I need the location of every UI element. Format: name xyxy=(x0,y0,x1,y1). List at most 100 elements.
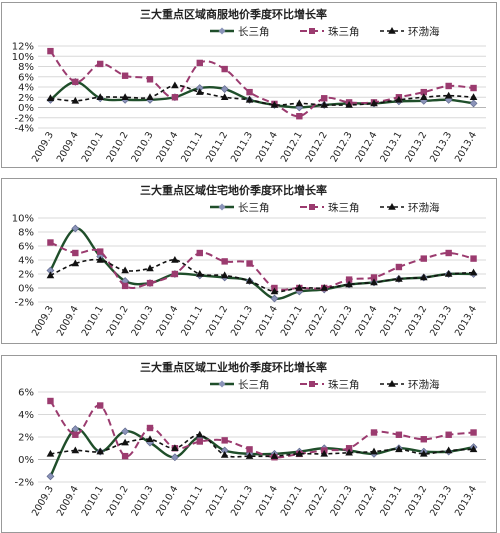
data-point xyxy=(46,449,55,457)
data-point xyxy=(444,446,453,454)
data-point xyxy=(121,427,130,436)
data-point xyxy=(444,270,453,277)
data-point xyxy=(121,438,129,446)
data-point xyxy=(445,82,452,90)
data-point xyxy=(196,59,203,67)
data-point xyxy=(295,284,304,291)
y-tick-label: 8% xyxy=(18,228,34,239)
data-point xyxy=(295,99,304,107)
legend-marker xyxy=(309,381,315,387)
data-point xyxy=(146,93,154,101)
y-tick-label: -2% xyxy=(15,478,34,489)
data-point xyxy=(345,448,353,456)
data-point xyxy=(146,264,154,272)
data-point xyxy=(221,65,228,73)
legend-label: 环渤海 xyxy=(408,378,440,391)
legend-label: 珠三角 xyxy=(328,378,360,391)
data-point xyxy=(345,276,353,283)
y-tick-label: -2% xyxy=(15,113,34,124)
data-point xyxy=(444,91,453,99)
data-point xyxy=(270,287,279,295)
data-point xyxy=(96,256,105,263)
chart-title: 三大重点区域工业地价季度环比增长率 xyxy=(140,360,327,374)
data-point xyxy=(245,452,254,459)
data-point xyxy=(245,277,254,284)
legend-label: 长三角 xyxy=(238,379,270,391)
data-point xyxy=(470,429,477,436)
data-point xyxy=(121,282,129,290)
data-point xyxy=(96,93,105,101)
data-point xyxy=(121,72,129,79)
legend-label: 长三角 xyxy=(238,202,270,214)
chart-2: 三大重点区域住宅地价季度环比增长率-2%0%2%4%6%8%10%2009.32… xyxy=(1,178,497,344)
chart-1: 三大重点区域商服地价季度环比增长率-4%-2%0%2%4%6%8%10%12%2… xyxy=(1,2,497,168)
y-tick-label: 6% xyxy=(18,72,34,83)
data-point xyxy=(47,239,54,246)
y-tick-label: 2% xyxy=(18,433,34,444)
data-point xyxy=(220,271,229,279)
data-point xyxy=(395,95,403,103)
data-point xyxy=(71,96,80,104)
data-point xyxy=(270,294,279,303)
data-point xyxy=(469,93,478,101)
legend-label: 珠三角 xyxy=(328,201,360,214)
data-point xyxy=(72,249,79,257)
data-point xyxy=(469,445,478,453)
data-point xyxy=(370,429,378,436)
data-point xyxy=(146,279,154,287)
data-point xyxy=(395,263,403,271)
legend-marker xyxy=(218,27,226,35)
data-point xyxy=(395,445,403,453)
data-point xyxy=(419,93,428,101)
legend-marker xyxy=(218,380,226,388)
data-point xyxy=(196,438,203,445)
data-point xyxy=(420,436,427,443)
data-point xyxy=(46,271,55,279)
data-point xyxy=(121,93,129,101)
data-point xyxy=(320,449,329,457)
data-point xyxy=(171,94,179,101)
data-point xyxy=(245,95,254,103)
data-point xyxy=(270,452,279,459)
y-tick-label: -2% xyxy=(15,298,34,309)
data-point xyxy=(296,113,303,120)
data-point xyxy=(320,284,329,291)
data-point xyxy=(321,95,328,102)
data-point xyxy=(370,99,378,107)
chart-title: 三大重点区域商服地价季度环比增长率 xyxy=(140,7,327,21)
data-point xyxy=(220,85,229,93)
data-point xyxy=(419,273,428,281)
data-point xyxy=(445,431,452,438)
legend-marker xyxy=(388,203,396,210)
data-point xyxy=(121,452,129,460)
data-point xyxy=(469,99,478,108)
data-point xyxy=(246,446,253,453)
legend-label: 长三角 xyxy=(238,26,270,38)
data-point xyxy=(47,397,54,405)
data-point xyxy=(171,256,179,263)
y-tick-label: 0% xyxy=(18,284,34,295)
y-tick-label: 2% xyxy=(18,270,34,281)
data-point xyxy=(121,266,129,274)
data-point xyxy=(295,449,304,457)
legend-label: 环渤海 xyxy=(408,25,440,38)
data-point xyxy=(420,255,427,262)
y-tick-label: 10% xyxy=(12,214,34,225)
chart-3: 三大重点区域工业地价季度环比增长率-2%0%2%4%6%2009.32009.4… xyxy=(1,355,497,533)
data-point xyxy=(146,424,154,432)
y-tick-label: 6% xyxy=(18,388,34,399)
data-point xyxy=(171,444,179,452)
data-point xyxy=(72,431,79,438)
data-point xyxy=(345,280,353,288)
y-tick-label: 10% xyxy=(12,52,34,63)
legend-marker xyxy=(388,27,396,34)
legend-marker xyxy=(388,380,396,387)
data-point xyxy=(146,76,154,83)
data-point xyxy=(220,93,229,101)
data-point xyxy=(72,78,79,86)
chart-title: 三大重点区域住宅地价季度环比增长率 xyxy=(140,183,327,197)
legend-marker xyxy=(218,203,226,211)
data-point xyxy=(345,100,353,108)
data-point xyxy=(420,88,427,96)
